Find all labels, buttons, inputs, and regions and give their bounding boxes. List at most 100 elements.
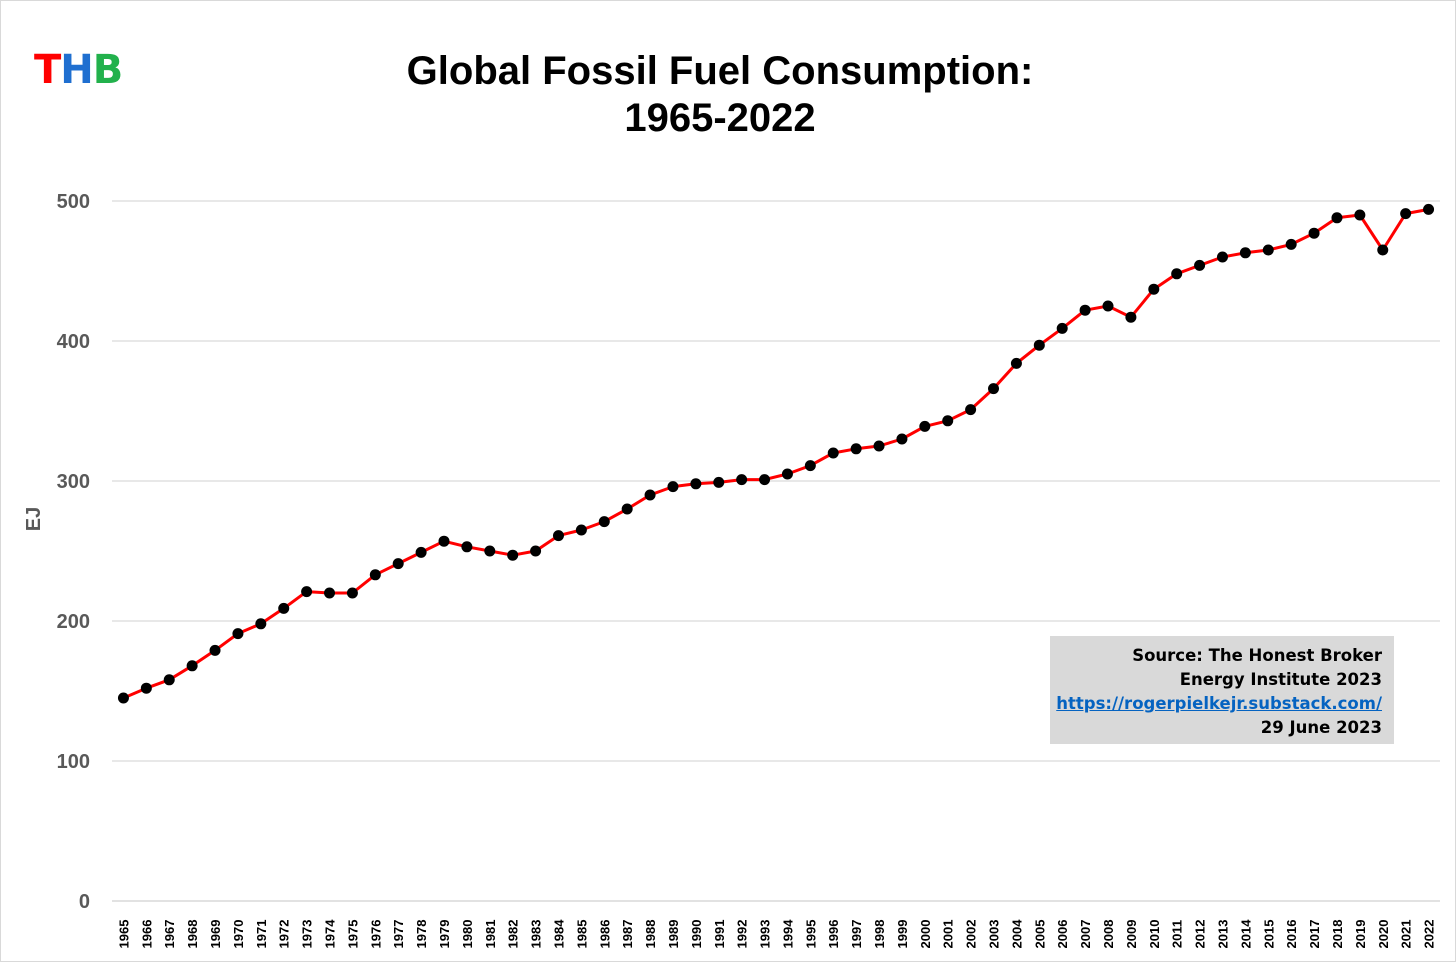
- data-point-2000: [919, 420, 931, 432]
- data-point-1985: [575, 524, 587, 536]
- source-institute: Energy Institute 2023: [1179, 670, 1382, 689]
- x-tick-label-1986: 1986: [597, 920, 612, 949]
- y-tick-label-300: 300: [57, 471, 90, 493]
- data-point-1984: [552, 530, 564, 542]
- x-tick-label-2019: 2019: [1353, 920, 1368, 949]
- x-tick-label-2006: 2006: [1055, 920, 1070, 949]
- data-point-1983: [530, 545, 542, 557]
- source-date: 29 June 2023: [1260, 718, 1382, 737]
- y-tick-label-400: 400: [57, 331, 90, 353]
- data-point-2011: [1171, 268, 1183, 280]
- x-tick-label-1968: 1968: [185, 920, 200, 949]
- x-tick-label-2022: 2022: [1422, 920, 1437, 949]
- x-tick-label-1969: 1969: [208, 920, 223, 949]
- data-point-2014: [1239, 247, 1251, 259]
- x-tick-label-1980: 1980: [460, 920, 475, 949]
- series-line: [122, 207, 1429, 700]
- data-point-1994: [781, 468, 793, 480]
- x-tick-label-1966: 1966: [139, 920, 154, 949]
- data-point-1969: [209, 644, 221, 656]
- x-tick-label-1996: 1996: [826, 920, 841, 949]
- x-tick-label-2016: 2016: [1284, 920, 1299, 949]
- chart-title: Global Fossil Fuel Consumption: 1965-202…: [0, 48, 1440, 142]
- x-tick-label-2012: 2012: [1193, 920, 1208, 949]
- data-point-2021: [1400, 208, 1412, 220]
- x-tick-label-1972: 1972: [277, 920, 292, 949]
- x-tick-label-2004: 2004: [1009, 919, 1024, 949]
- x-tick-label-1994: 1994: [780, 919, 795, 949]
- data-point-2009: [1125, 311, 1137, 323]
- x-tick-label-2003: 2003: [987, 920, 1002, 949]
- x-tick-label-2021: 2021: [1399, 920, 1414, 949]
- x-tick-label-2020: 2020: [1376, 920, 1391, 949]
- data-point-2001: [942, 415, 954, 427]
- logo-letter-t: T: [34, 47, 61, 93]
- x-tick-label-1975: 1975: [345, 920, 360, 949]
- data-point-2017: [1308, 227, 1320, 239]
- x-tick-label-2010: 2010: [1147, 920, 1162, 949]
- data-point-1968: [186, 660, 198, 672]
- x-tick-label-1997: 1997: [849, 920, 864, 949]
- x-tick-label-2001: 2001: [941, 920, 956, 949]
- data-point-2003: [988, 383, 1000, 395]
- y-tick-label-500: 500: [57, 191, 90, 213]
- data-point-1991: [713, 476, 725, 488]
- x-tick-label-1977: 1977: [391, 920, 406, 949]
- data-point-2016: [1285, 238, 1297, 250]
- data-point-2012: [1194, 259, 1206, 271]
- data-point-1989: [667, 481, 679, 493]
- data-point-1970: [232, 628, 244, 640]
- x-tick-label-1981: 1981: [483, 920, 498, 949]
- x-tick-label-1988: 1988: [643, 920, 658, 949]
- data-point-1973: [301, 586, 313, 598]
- data-point-1979: [438, 535, 450, 547]
- data-point-1987: [621, 503, 633, 515]
- data-point-2022: [1423, 203, 1435, 215]
- thb-logo: THB: [34, 47, 123, 93]
- x-tick-label-2008: 2008: [1101, 920, 1116, 949]
- data-point-2020: [1377, 244, 1389, 256]
- x-tick-label-2013: 2013: [1215, 920, 1230, 949]
- x-tick-label-1998: 1998: [872, 920, 887, 949]
- data-point-2008: [1102, 300, 1114, 312]
- data-point-2004: [1010, 357, 1022, 369]
- data-point-1999: [896, 433, 908, 445]
- data-point-1995: [804, 460, 816, 472]
- data-point-1980: [461, 541, 473, 553]
- x-tick-label-2018: 2018: [1330, 920, 1345, 949]
- logo-letter-h: H: [60, 47, 93, 93]
- data-point-2005: [1033, 339, 1045, 351]
- y-tick-label-100: 100: [57, 751, 90, 773]
- data-point-1981: [484, 545, 496, 557]
- x-tick-label-1985: 1985: [574, 920, 589, 949]
- data-point-1997: [850, 443, 862, 455]
- data-point-1974: [324, 587, 336, 599]
- x-tick-label-1971: 1971: [254, 920, 269, 949]
- x-tick-label-1976: 1976: [368, 920, 383, 949]
- y-tick-label-0: 0: [79, 891, 90, 913]
- x-tick-label-1993: 1993: [758, 920, 773, 949]
- source-line: Source: The Honest Broker: [1132, 646, 1382, 665]
- x-tick-label-1979: 1979: [437, 920, 452, 949]
- data-point-2007: [1079, 304, 1091, 316]
- data-point-1990: [690, 478, 702, 490]
- source-link[interactable]: https://rogerpielkejr.substack.com/: [1056, 694, 1382, 713]
- data-point-1976: [369, 569, 381, 581]
- data-point-2018: [1331, 212, 1343, 224]
- data-point-2013: [1216, 251, 1228, 263]
- x-tick-label-2014: 2014: [1238, 919, 1253, 949]
- x-tick-label-1974: 1974: [323, 919, 338, 949]
- x-tick-label-1999: 1999: [895, 920, 910, 949]
- data-point-2006: [1056, 322, 1068, 334]
- data-point-1975: [346, 587, 358, 599]
- data-point-2015: [1262, 244, 1274, 256]
- data-point-1977: [392, 558, 404, 570]
- x-tick-label-1973: 1973: [300, 920, 315, 949]
- x-tick-label-2005: 2005: [1032, 920, 1047, 949]
- data-point-1971: [255, 618, 267, 630]
- data-point-1992: [736, 474, 748, 486]
- data-point-1967: [163, 674, 175, 686]
- x-tick-label-1995: 1995: [803, 920, 818, 949]
- data-point-1965: [117, 692, 129, 704]
